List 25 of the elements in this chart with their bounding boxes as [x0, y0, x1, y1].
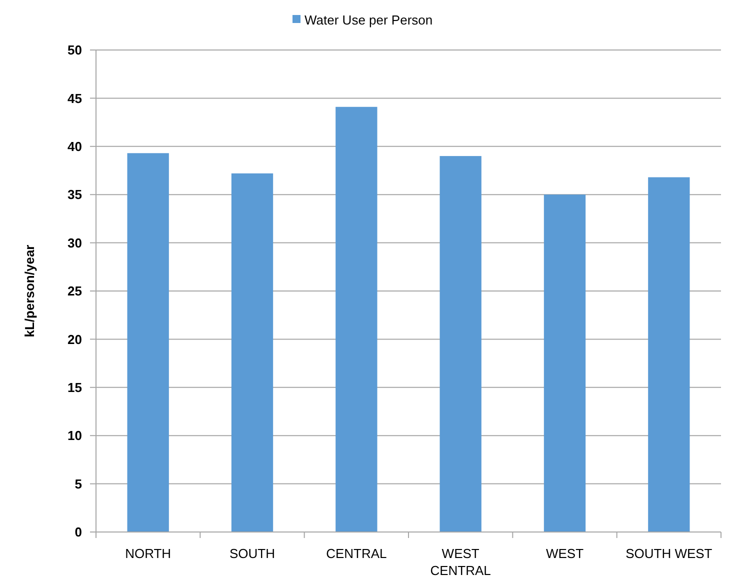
y-tick-label: 15: [68, 380, 82, 395]
y-tick-label: 40: [68, 138, 82, 154]
y-tick-label: 30: [68, 235, 82, 250]
y-tick-label: 5: [74, 476, 82, 492]
y-tick-label: 35: [68, 187, 82, 202]
bar: [440, 156, 482, 532]
x-tick-label: SOUTH: [230, 546, 275, 561]
x-tick-label: NORTH: [125, 546, 172, 561]
y-tick-label: 10: [68, 428, 82, 444]
bar: [231, 173, 274, 532]
x-tick-label: WEST: [546, 546, 584, 561]
bar: [336, 106, 378, 532]
bar: [127, 153, 169, 532]
y-tick-label: 0: [74, 524, 82, 540]
y-tick-label: 25: [68, 284, 82, 299]
x-tick-label: CENTRAL: [326, 546, 387, 561]
legend-label: Water Use per Person: [304, 12, 433, 28]
bar: [544, 194, 586, 532]
y-tick-label: 50: [68, 42, 82, 58]
bar: [648, 177, 690, 532]
x-tick-label: SOUTH WEST: [626, 546, 712, 561]
y-tick-label: 45: [68, 90, 82, 106]
x-tick-label: WEST CENTRAL: [430, 546, 491, 578]
y-tick-label: 20: [68, 332, 82, 347]
y-axis-title: kL/person/year: [22, 244, 37, 338]
